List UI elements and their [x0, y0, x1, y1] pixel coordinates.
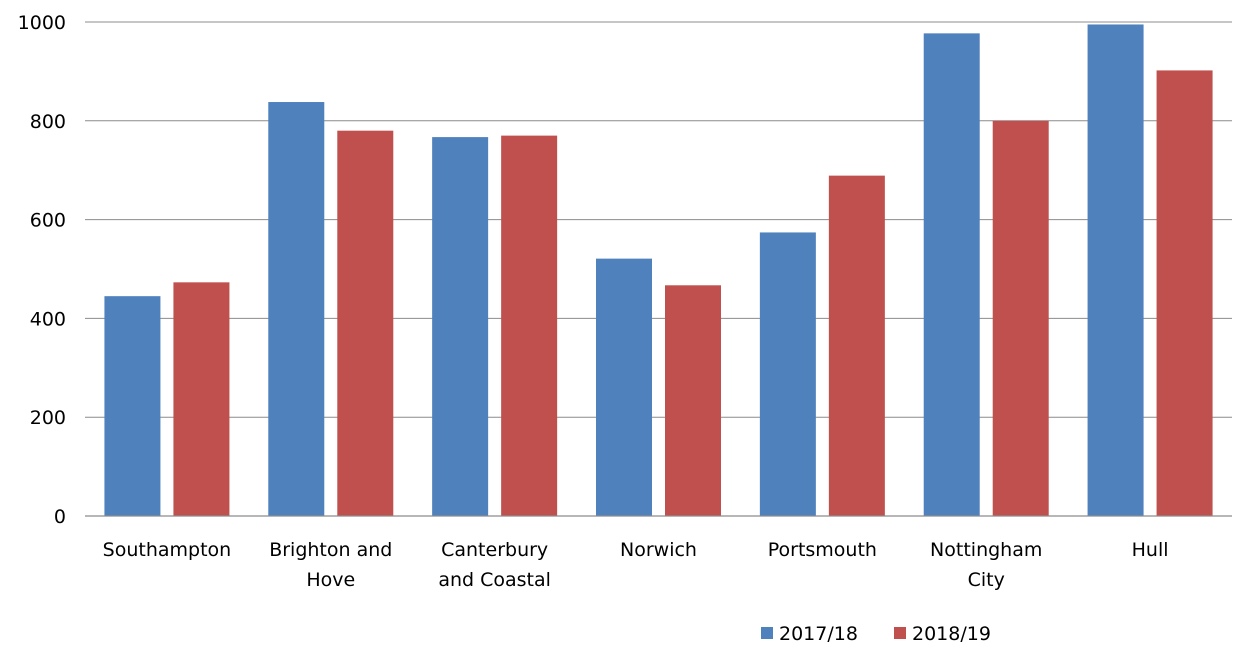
bar-2018-19-1	[337, 130, 394, 516]
x-category-label: Hove	[306, 569, 355, 591]
bar-2017-18-5	[923, 33, 980, 516]
x-category-label: Southampton	[103, 539, 232, 561]
bar-2017-18-4	[759, 232, 816, 516]
bar-2018-19-2	[501, 135, 558, 516]
bars	[104, 24, 1213, 517]
bar-2018-19-4	[828, 175, 885, 516]
bar-2018-19-3	[665, 285, 721, 516]
y-tick-label: 800	[30, 111, 66, 133]
y-tick-label: 1000	[18, 12, 66, 34]
legend-swatch-2018-19	[894, 627, 906, 639]
bar-2017-18-2	[432, 137, 489, 517]
x-category-label: Nottingham	[930, 539, 1042, 561]
x-category-label: Hull	[1132, 539, 1169, 561]
legend-label-2018-19: 2018/19	[912, 623, 991, 645]
bar-2018-19-5	[992, 120, 1049, 517]
bar-2017-18-6	[1087, 24, 1144, 516]
bar-2018-19-6	[1156, 70, 1213, 517]
bar-2017-18-3	[596, 258, 652, 516]
x-axis-category-labels: Southampton Brighton and Hove Canterbury and…	[103, 539, 1169, 591]
x-category-label: Norwich	[620, 539, 697, 561]
x-category-label: Brighton and	[269, 539, 392, 561]
y-tick-label: 400	[30, 308, 66, 330]
legend: 2017/18 2018/19	[761, 623, 991, 645]
bar-2017-18-0	[104, 296, 161, 516]
gridlines	[85, 21, 1232, 418]
bar-2017-18-1	[268, 102, 325, 516]
bar-2018-19-0	[173, 282, 230, 516]
x-category-label: and Coastal	[438, 569, 551, 591]
y-tick-label: 0	[54, 506, 66, 528]
legend-swatch-2017-18	[761, 627, 773, 639]
y-tick-label: 200	[30, 407, 66, 429]
y-tick-label: 600	[30, 210, 66, 232]
x-category-label: City	[968, 569, 1005, 591]
x-category-label: Portsmouth	[768, 539, 877, 561]
x-category-label: Canterbury	[441, 539, 548, 561]
y-axis-tick-labels: 0 200 400 600 800 1000	[18, 12, 66, 528]
legend-label-2017-18: 2017/18	[779, 623, 858, 645]
